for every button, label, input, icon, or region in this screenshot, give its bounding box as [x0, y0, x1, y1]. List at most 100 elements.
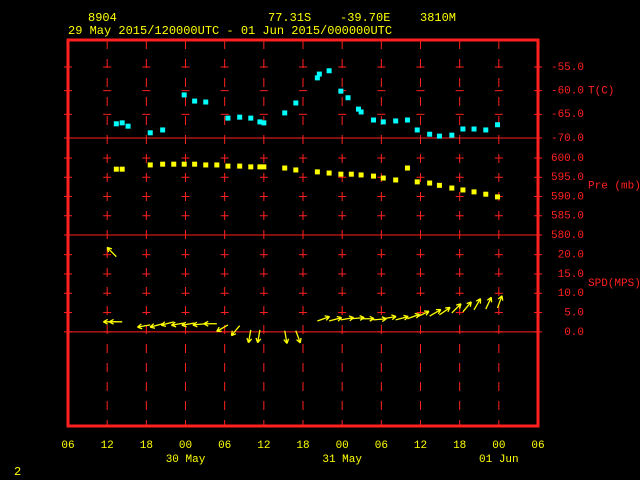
y-tick-label: 20.0: [558, 250, 584, 262]
y-tick-label: 595.0: [551, 172, 584, 184]
data-point: [316, 71, 322, 77]
wind-arrow: [429, 308, 442, 317]
wind-arrow: [485, 296, 493, 310]
data-point: [414, 179, 420, 185]
x-tick-label: 18: [140, 440, 153, 452]
x-tick-label: 12: [101, 440, 114, 452]
wind-arrow: [395, 314, 409, 321]
data-point: [257, 164, 263, 170]
x-tick-label: 06: [531, 440, 544, 452]
wind-arrow: [216, 324, 229, 333]
data-point: [393, 177, 399, 183]
day-label: 31 May: [322, 454, 362, 466]
y-tick-label: 0.0: [564, 327, 584, 339]
wind-arrow: [473, 298, 482, 311]
wind-arrow: [246, 329, 253, 344]
wind-arrow: [149, 323, 163, 329]
day-label: 01 Jun: [479, 454, 519, 466]
data-point: [371, 173, 376, 179]
data-point: [147, 130, 153, 136]
page-number: 2: [14, 465, 21, 479]
data-point: [449, 132, 455, 138]
wind-arrow: [283, 330, 290, 344]
data-point: [355, 106, 361, 112]
wind-arrow: [137, 323, 151, 330]
data-point: [483, 191, 489, 197]
wind-arrow: [255, 329, 262, 344]
x-tick-label: 06: [218, 440, 231, 452]
y-tick-label: -65.0: [551, 109, 584, 121]
data-point: [113, 166, 119, 172]
data-point: [203, 162, 209, 168]
data-point: [160, 127, 166, 133]
wind-arrow: [230, 325, 241, 337]
data-point: [380, 175, 386, 181]
y-tick-label: 5.0: [564, 307, 584, 319]
station-id: 8904: [88, 11, 117, 25]
data-point: [261, 164, 267, 170]
data-point: [257, 119, 263, 125]
x-tick-label: 00: [179, 440, 192, 452]
data-point: [261, 120, 267, 126]
data-point: [371, 117, 376, 123]
data-point: [471, 126, 477, 132]
data-point: [314, 169, 320, 175]
y-tick-label: 15.0: [558, 269, 584, 281]
data-point: [282, 165, 288, 171]
data-point: [404, 117, 410, 123]
data-point: [119, 166, 125, 172]
data-point: [460, 187, 466, 193]
x-tick-label: 06: [61, 440, 74, 452]
data-point: [293, 100, 299, 106]
data-point: [171, 161, 177, 167]
data-point: [495, 122, 501, 128]
data-point: [338, 171, 344, 177]
data-point: [338, 88, 344, 94]
wind-arrow: [462, 301, 472, 313]
data-point: [471, 189, 477, 195]
data-point: [192, 161, 198, 167]
data-point: [436, 182, 442, 188]
wind-arrow: [192, 321, 206, 328]
data-point: [358, 109, 364, 115]
data-point: [293, 167, 299, 173]
data-point: [225, 115, 231, 121]
x-tick-label: 06: [375, 440, 388, 452]
data-point: [113, 121, 119, 127]
wind-arrow: [451, 303, 462, 314]
data-point: [125, 123, 131, 129]
data-point: [181, 161, 187, 167]
wind-arrow: [106, 246, 117, 258]
y-tick-label: 580.0: [551, 230, 584, 242]
wind-arrow: [383, 314, 397, 321]
x-tick-label: 00: [492, 440, 505, 452]
x-tick-label: 18: [453, 440, 466, 452]
data-point: [326, 170, 332, 176]
y-tick-label: 600.0: [551, 153, 584, 165]
data-point: [237, 163, 243, 169]
data-point: [404, 165, 410, 171]
wind-arrow: [108, 318, 123, 325]
data-point: [348, 171, 354, 177]
y-tick-label: -70.0: [551, 133, 584, 145]
wind-arrow: [181, 321, 195, 328]
wind-arrow: [439, 306, 451, 316]
wind-arrow: [295, 330, 302, 344]
longitude: -39.70E: [340, 11, 390, 25]
data-point: [147, 162, 153, 168]
data-point: [119, 120, 125, 126]
x-tick-label: 12: [414, 440, 427, 452]
data-point: [326, 68, 332, 74]
wind-arrow: [203, 320, 217, 327]
x-tick-label: 18: [296, 440, 309, 452]
y-tick-label: 585.0: [551, 211, 584, 223]
y-tick-label: 590.0: [551, 191, 584, 203]
data-point: [248, 164, 254, 170]
period: 29 May 2015/120000UTC - 01 Jun 2015/0000…: [68, 24, 392, 38]
unit-label: Pre (mb): [588, 180, 640, 192]
wind-arrow: [160, 321, 174, 327]
data-point: [358, 172, 364, 178]
data-point: [237, 114, 243, 120]
data-point: [192, 98, 198, 104]
